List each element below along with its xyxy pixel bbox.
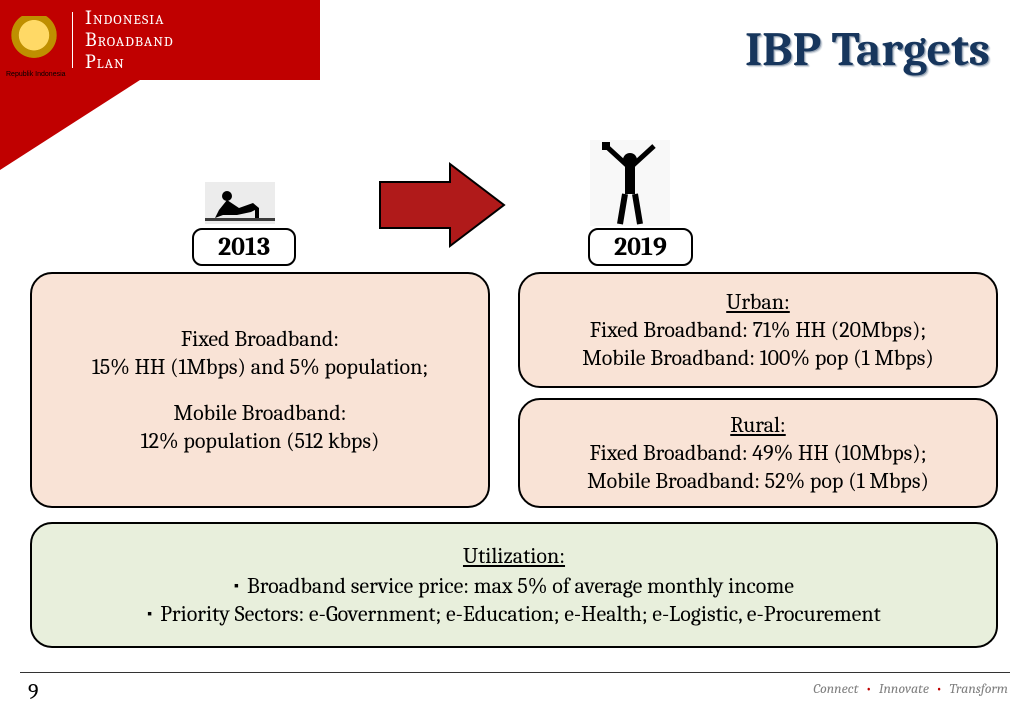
- banner-title: Indonesia Broadband Plan: [85, 7, 174, 73]
- banner-line-2: Broadband: [85, 29, 174, 51]
- util-hdr: Utilization:: [46, 542, 982, 570]
- box-utilization: Utilization: Broadband service price: ma…: [30, 522, 998, 648]
- box-2019-urban: Urban: Fixed Broadband: 71% HH (20Mbps);…: [518, 272, 998, 388]
- year-end-label: 2019: [588, 228, 693, 266]
- victory-person-icon: [590, 140, 670, 226]
- mobile-hdr-2013: Mobile Broadband:: [46, 399, 474, 427]
- tag-connect: Connect: [813, 680, 858, 697]
- dot-icon: •: [866, 680, 872, 697]
- urban-hdr: Urban:: [534, 288, 982, 316]
- util-bullet-1: Broadband service price: max 5% of avera…: [46, 572, 982, 600]
- rural-line1: Fixed Broadband: 49% HH (10Mbps);: [534, 439, 982, 467]
- box-2019-rural: Rural: Fixed Broadband: 49% HH (10Mbps);…: [518, 398, 998, 508]
- dot-icon: •: [936, 680, 942, 697]
- banner-line-3: Plan: [85, 51, 174, 73]
- mobile-body-2013: 12% population (512 kbps): [46, 427, 474, 455]
- rural-line2: Mobile Broadband: 52% pop (1 Mbps): [534, 467, 982, 495]
- banner-tail: [0, 80, 140, 170]
- urban-line1: Fixed Broadband: 71% HH (20Mbps);: [534, 316, 982, 344]
- fixed-body-2013: 15% HH (1Mbps) and 5% population;: [46, 353, 474, 381]
- urban-line2: Mobile Broadband: 100% pop (1 Mbps): [534, 344, 982, 372]
- tag-innovate: Innovate: [879, 680, 929, 697]
- garuda-emblem-icon: Republik Indonesia: [10, 16, 58, 64]
- slide-title: IBP Targets: [745, 22, 990, 77]
- page-number: 9: [28, 679, 39, 705]
- fixed-hdr-2013: Fixed Broadband:: [46, 325, 474, 353]
- spacer: [46, 381, 474, 399]
- util-bullet-2: Priority Sectors: e-Government; e-Educat…: [46, 600, 982, 628]
- emblem-caption: Republik Indonesia: [6, 71, 66, 78]
- header-banner: Republik Indonesia Indonesia Broadband P…: [0, 0, 320, 80]
- banner-line-1: Indonesia: [85, 7, 174, 29]
- banner-divider: [72, 12, 73, 68]
- rural-hdr: Rural:: [534, 411, 982, 439]
- progress-arrow-icon: [370, 160, 510, 250]
- footer-tagline: Connect • Innovate • Transform: [813, 680, 1008, 697]
- box-2013-baseline: Fixed Broadband: 15% HH (1Mbps) and 5% p…: [30, 272, 490, 508]
- runner-start-icon: [205, 182, 275, 224]
- footer-rule: [20, 672, 1010, 673]
- tag-transform: Transform: [949, 680, 1008, 697]
- year-start-label: 2013: [192, 228, 296, 266]
